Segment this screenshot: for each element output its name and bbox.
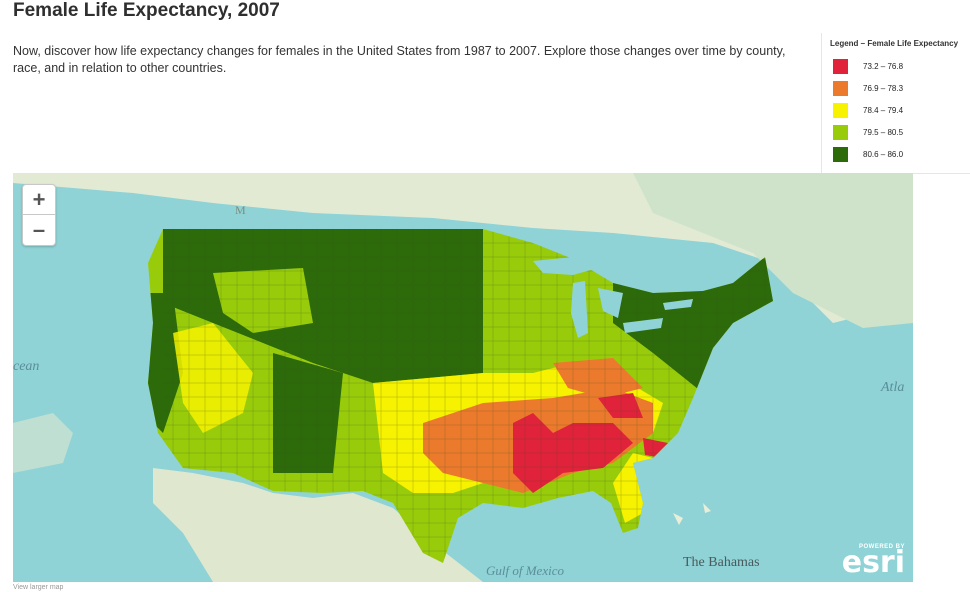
place-label: M	[235, 203, 246, 217]
legend-item: 76.9 – 78.3	[833, 81, 903, 96]
zoom-in-button[interactable]: +	[23, 185, 55, 215]
esri-logo: esri	[841, 545, 905, 580]
legend-item: 78.4 – 79.4	[833, 103, 903, 118]
legend-swatch	[833, 103, 848, 118]
atlantic-label: Atla	[881, 380, 905, 395]
zoom-control: + –	[22, 184, 56, 246]
legend-item: 80.6 – 86.0	[833, 147, 903, 162]
legend-item: 79.5 – 80.5	[833, 125, 903, 140]
map-legend: Legend – Female Life Expectancy 73.2 – 7…	[821, 33, 970, 174]
legend-swatch	[833, 59, 848, 74]
powered-by-label: POWERED BY	[858, 544, 905, 550]
map-view[interactable]: + – cean Atla Gulf of Mexico The Bahamas…	[13, 173, 913, 582]
bahamas-label: The Bahamas	[683, 555, 760, 570]
legend-swatch	[833, 147, 848, 162]
legend-label: 80.6 – 86.0	[863, 150, 904, 159]
view-larger-map-link[interactable]: View larger map	[13, 584, 64, 591]
ocean-label: cean	[13, 359, 40, 374]
page-description: Now, discover how life expectancy change…	[13, 44, 786, 75]
gulf-label: Gulf of Mexico	[486, 563, 564, 578]
legend-item: 73.2 – 76.8	[833, 59, 903, 74]
legend-swatch	[833, 81, 848, 96]
basemap	[13, 173, 913, 582]
esri-attribution[interactable]: POWERED BY esri	[841, 544, 905, 580]
page-title: Female Life Expectancy, 2007	[13, 0, 280, 21]
legend-swatch	[833, 125, 848, 140]
legend-label: 78.4 – 79.4	[863, 106, 904, 115]
legend-label: 73.2 – 76.8	[863, 62, 904, 71]
legend-label: 76.9 – 78.3	[863, 84, 904, 93]
zoom-out-button[interactable]: –	[32, 216, 46, 242]
legend-label: 79.5 – 80.5	[863, 128, 904, 137]
legend-title: Legend – Female Life Expectancy	[830, 39, 959, 48]
